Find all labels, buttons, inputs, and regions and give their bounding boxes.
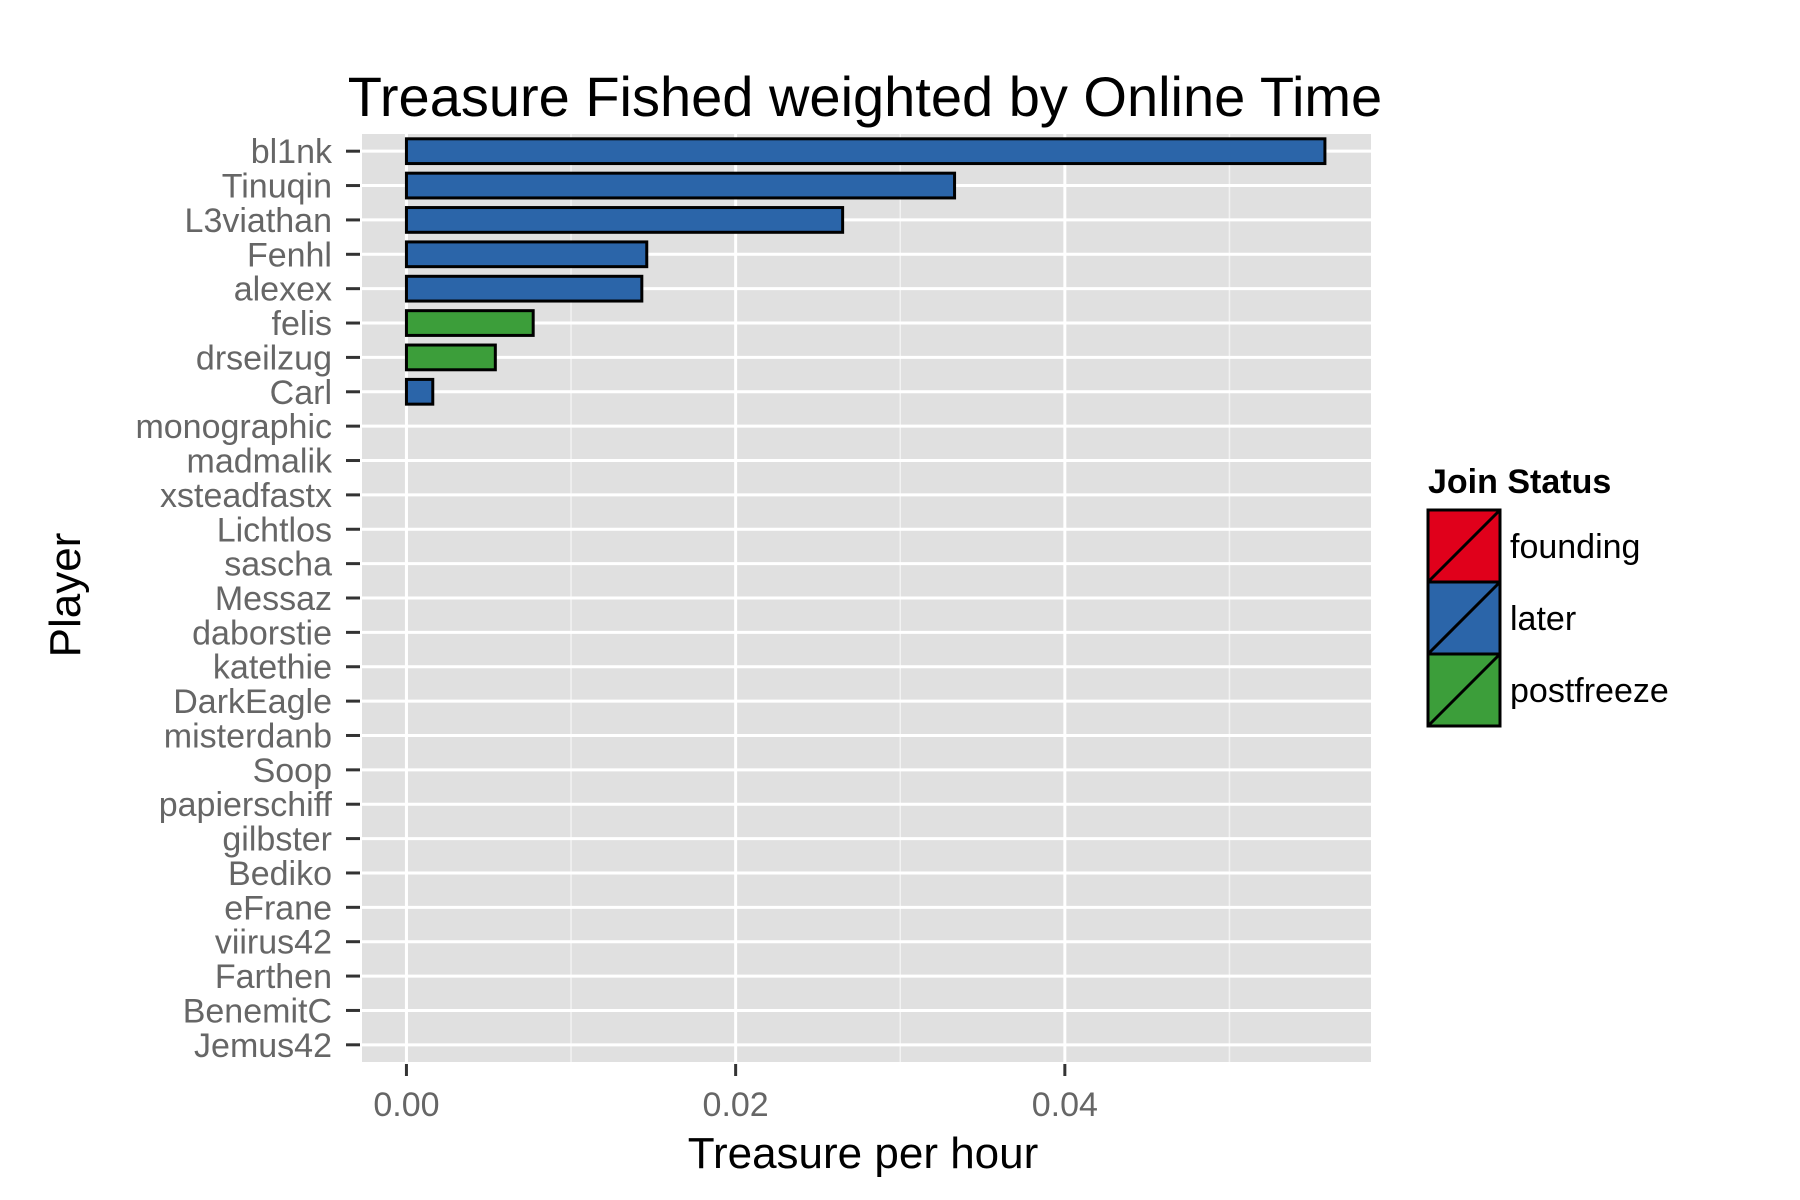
y-tick-label: alexex xyxy=(234,271,332,309)
y-tick-label: papierschiff xyxy=(159,786,333,824)
y-tick-label: DarkEagle xyxy=(173,683,332,721)
legend-key-slash xyxy=(1426,580,1502,656)
x-tick-label: 0.02 xyxy=(703,1086,769,1124)
bar-Tinuqin xyxy=(404,171,957,200)
legend-key-slash xyxy=(1426,508,1502,584)
y-tick-label: L3viathan xyxy=(185,202,332,240)
x-axis-title: Treasure per hour xyxy=(688,1129,1039,1178)
y-tick-label: sascha xyxy=(224,546,332,584)
y-tick-label: misterdanb xyxy=(164,717,332,755)
x-axis: 0.00 0.02 0.04 xyxy=(373,1064,1098,1124)
chart-title: Treasure Fished weighted by Online Time xyxy=(348,65,1382,128)
legend-label-postfreeze: postfreeze xyxy=(1510,672,1669,710)
y-tick-label: Jemus42 xyxy=(194,1027,332,1065)
y-tick-label: viirus42 xyxy=(215,924,332,962)
y-tick-label: Carl xyxy=(270,374,332,412)
y-tick-label: monographic xyxy=(135,408,332,446)
y-tick-label: eFrane xyxy=(224,889,332,927)
y-tick-label: Fenhl xyxy=(247,236,332,274)
y-tick-label: Tinuqin xyxy=(222,168,332,206)
y-axis: bl1nkTinuqinL3viathanFenhlalexexfelisdrs… xyxy=(135,133,360,1065)
legend: Join Status founding later postfreeze xyxy=(1426,463,1669,728)
y-tick-label: daborstie xyxy=(192,614,332,652)
y-tick-label: katethie xyxy=(213,649,332,687)
bar-alexex xyxy=(404,274,644,303)
y-tick-label: xsteadfastx xyxy=(160,477,332,515)
legend-label-later: later xyxy=(1510,600,1576,638)
legend-label-founding: founding xyxy=(1510,528,1640,566)
bar-bl1nk xyxy=(404,137,1327,166)
y-tick-label: Lichtlos xyxy=(217,511,332,549)
bar-L3viathan xyxy=(404,206,845,234)
legend-key-slash xyxy=(1426,652,1502,728)
y-tick-label: bl1nk xyxy=(251,133,333,171)
x-tick-label: 0.00 xyxy=(373,1086,439,1124)
bars xyxy=(404,137,1327,406)
y-tick-label: madmalik xyxy=(187,443,333,481)
x-tick-label: 0.04 xyxy=(1032,1086,1098,1124)
y-tick-label: Messaz xyxy=(215,580,332,618)
y-tick-label: Bediko xyxy=(228,855,332,893)
bar-Carl xyxy=(404,377,435,406)
y-tick-label: felis xyxy=(272,305,332,343)
legend-title: Join Status xyxy=(1428,463,1611,501)
bar-Fenhl xyxy=(404,240,649,269)
y-axis-title: Player xyxy=(41,533,90,658)
y-tick-label: Farthen xyxy=(215,958,332,996)
bar-drseilzug xyxy=(404,343,497,372)
y-tick-label: drseilzug xyxy=(196,339,332,377)
bar-felis xyxy=(404,309,535,337)
y-tick-label: BenemitC xyxy=(183,992,332,1030)
y-tick-label: Soop xyxy=(253,752,332,790)
y-tick-label: gilbster xyxy=(222,821,332,859)
